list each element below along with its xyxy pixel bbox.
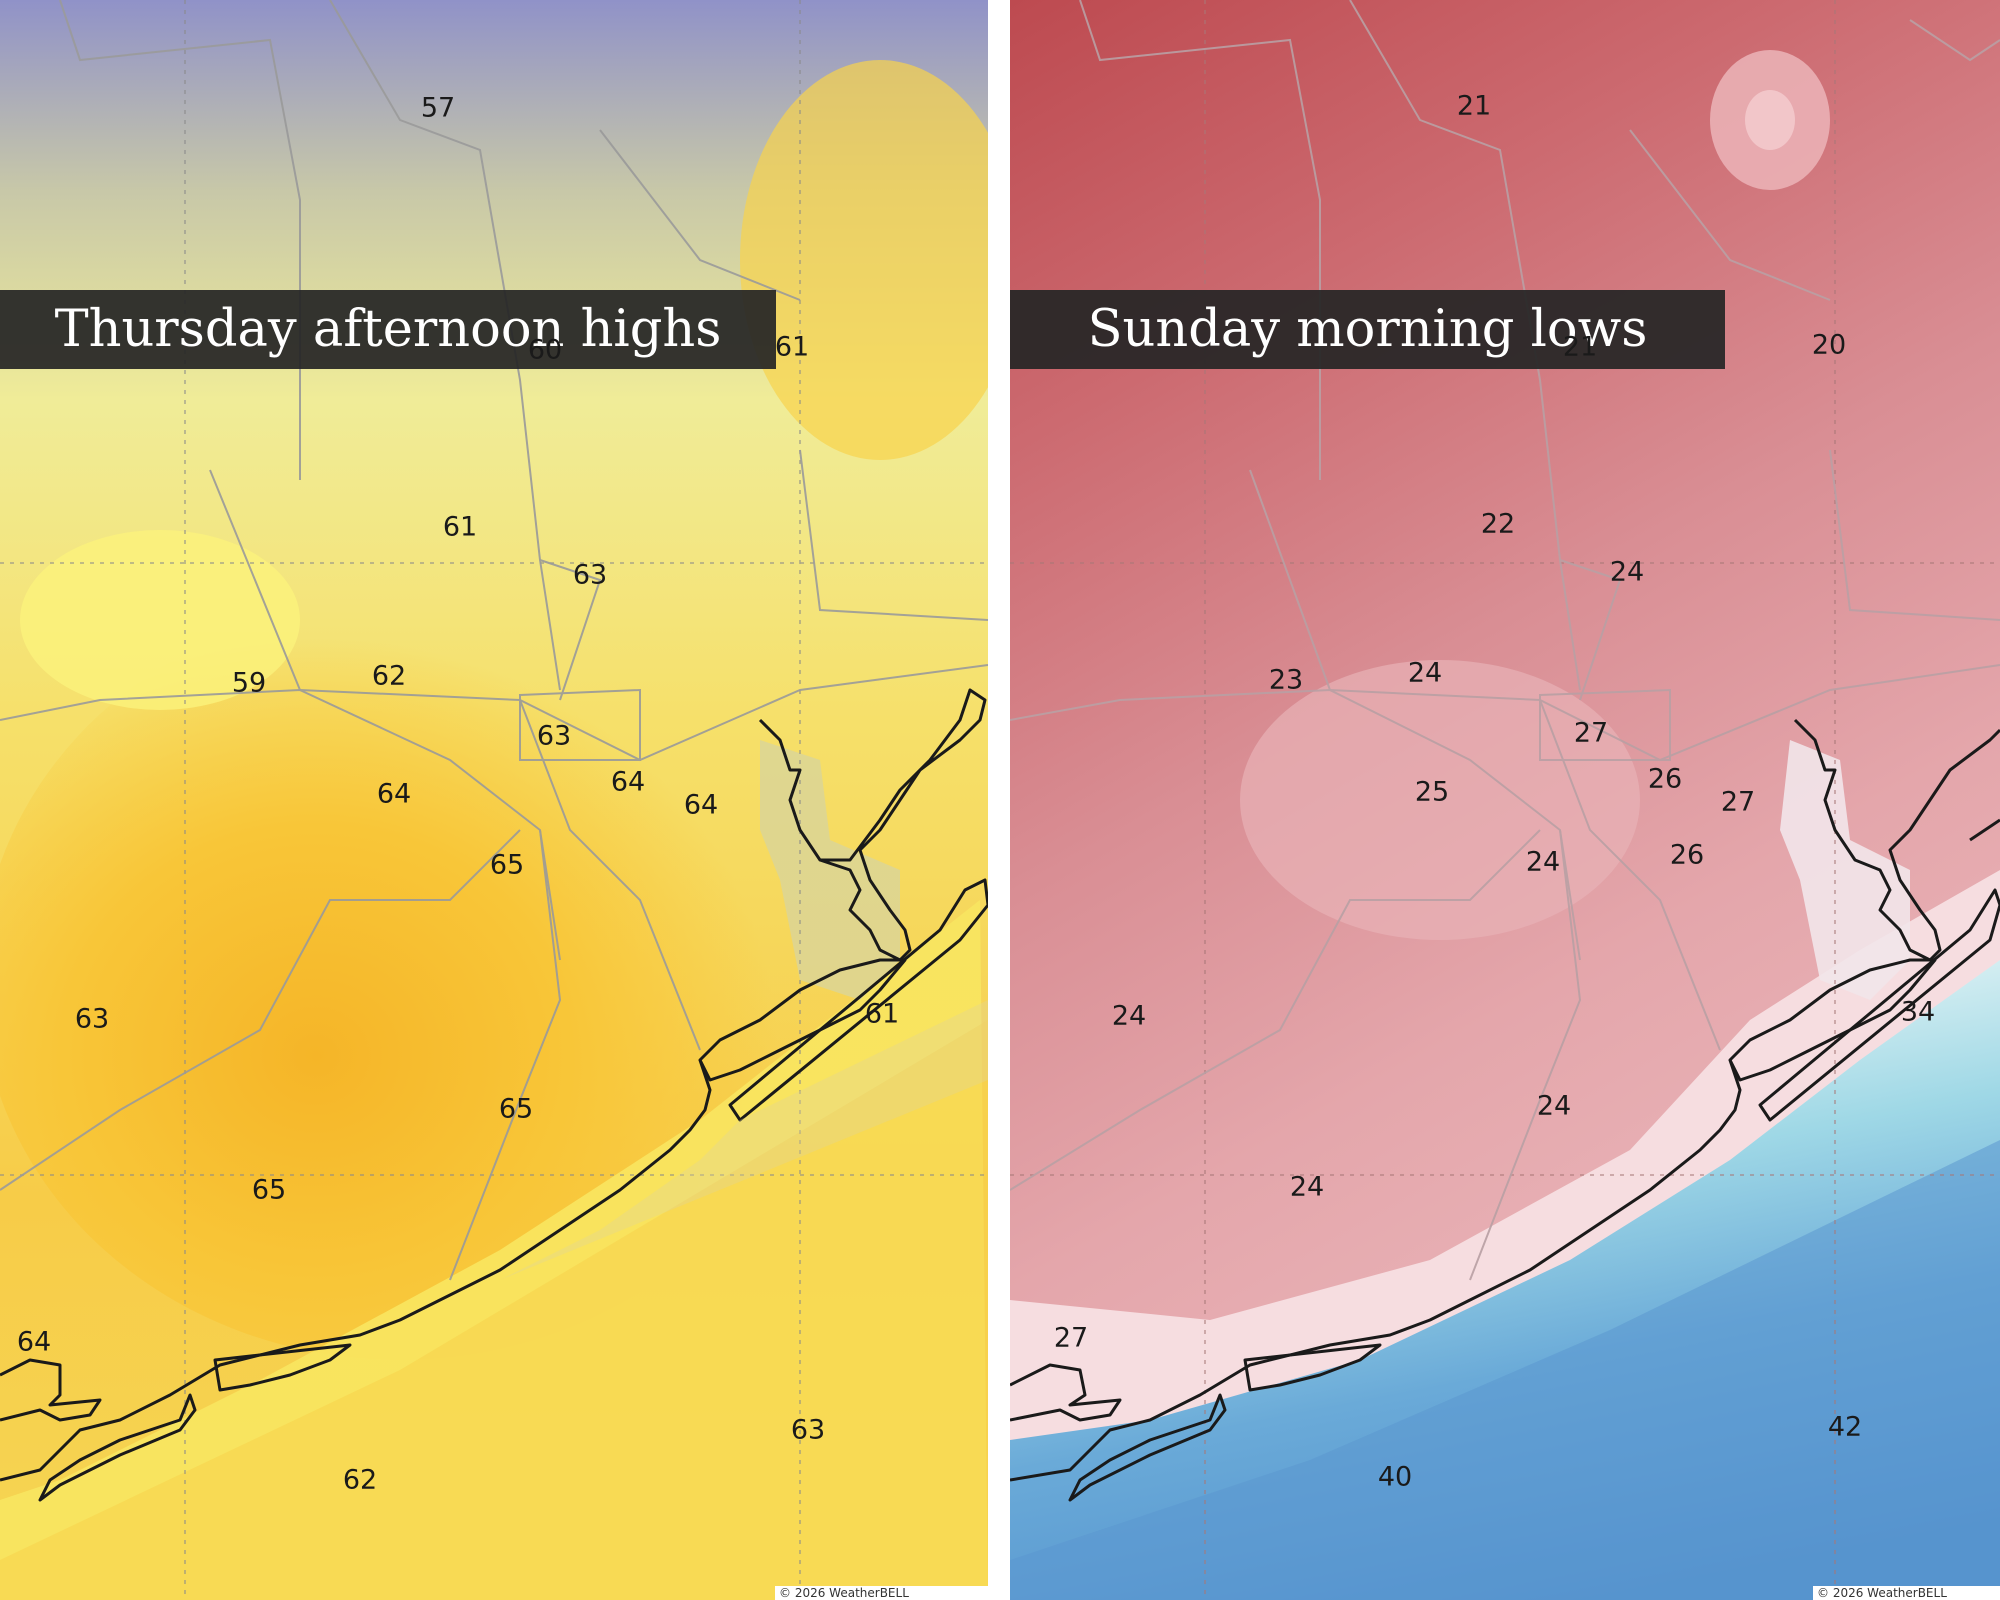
- temperature-label: 34: [1900, 996, 1936, 1028]
- map-title-banner: Sunday morning lows: [1010, 290, 1725, 369]
- temperature-label: 63: [74, 1003, 110, 1035]
- thursday-highs-map: [0, 0, 988, 1600]
- temperature-label: 61: [442, 511, 478, 543]
- temperature-label: 24: [1407, 657, 1443, 689]
- temperature-label: 64: [683, 789, 719, 821]
- temperature-label: 24: [1609, 556, 1645, 588]
- temperature-label: 27: [1573, 717, 1609, 749]
- temperature-label: 64: [610, 766, 646, 798]
- temperature-label: 24: [1536, 1090, 1572, 1122]
- temperature-label: 26: [1669, 839, 1705, 871]
- temperature-label: 61: [864, 998, 900, 1030]
- temperature-label: 42: [1827, 1411, 1863, 1443]
- map-title-banner: Thursday afternoon highs: [0, 290, 776, 369]
- temperature-label: 20: [1811, 329, 1847, 361]
- temperature-label: 57: [420, 92, 456, 124]
- sunday-lows-map-panel: Sunday morning lows 21 21 20 22 24 23 24…: [1010, 0, 2000, 1600]
- temperature-label: 22: [1480, 508, 1516, 540]
- temperature-label: 64: [16, 1326, 52, 1358]
- temperature-label: 27: [1053, 1322, 1089, 1354]
- temperature-label: 63: [536, 720, 572, 752]
- panel-divider: [988, 0, 1010, 1600]
- temperature-label: 63: [790, 1414, 826, 1446]
- temperature-label: 65: [498, 1093, 534, 1125]
- temperature-label: 24: [1111, 1000, 1147, 1032]
- temperature-label: 24: [1525, 846, 1561, 878]
- temperature-label: 65: [489, 849, 525, 881]
- thursday-highs-map-panel: Thursday afternoon highs 57 60 61 61 63 …: [0, 0, 988, 1600]
- sunday-lows-map: [1010, 0, 2000, 1600]
- temperature-label: 60: [527, 334, 563, 366]
- temperature-label: 21: [1456, 90, 1492, 122]
- map-copyright: © 2026 WeatherBELL: [775, 1586, 988, 1600]
- temperature-label: 59: [231, 667, 267, 699]
- temperature-label: 21: [1562, 331, 1598, 363]
- temperature-label: 63: [572, 559, 608, 591]
- map-copyright: © 2026 WeatherBELL: [1813, 1586, 2000, 1600]
- temperature-label: 62: [342, 1464, 378, 1496]
- temperature-label: 61: [774, 331, 810, 363]
- temperature-label: 26: [1647, 763, 1683, 795]
- temperature-label: 64: [376, 778, 412, 810]
- temperature-label: 24: [1289, 1171, 1325, 1203]
- temperature-label: 25: [1414, 776, 1450, 808]
- temperature-label: 27: [1720, 786, 1756, 818]
- temperature-label: 23: [1268, 664, 1304, 696]
- temperature-label: 65: [251, 1174, 287, 1206]
- temperature-label: 62: [371, 660, 407, 692]
- temperature-label: 40: [1377, 1461, 1413, 1493]
